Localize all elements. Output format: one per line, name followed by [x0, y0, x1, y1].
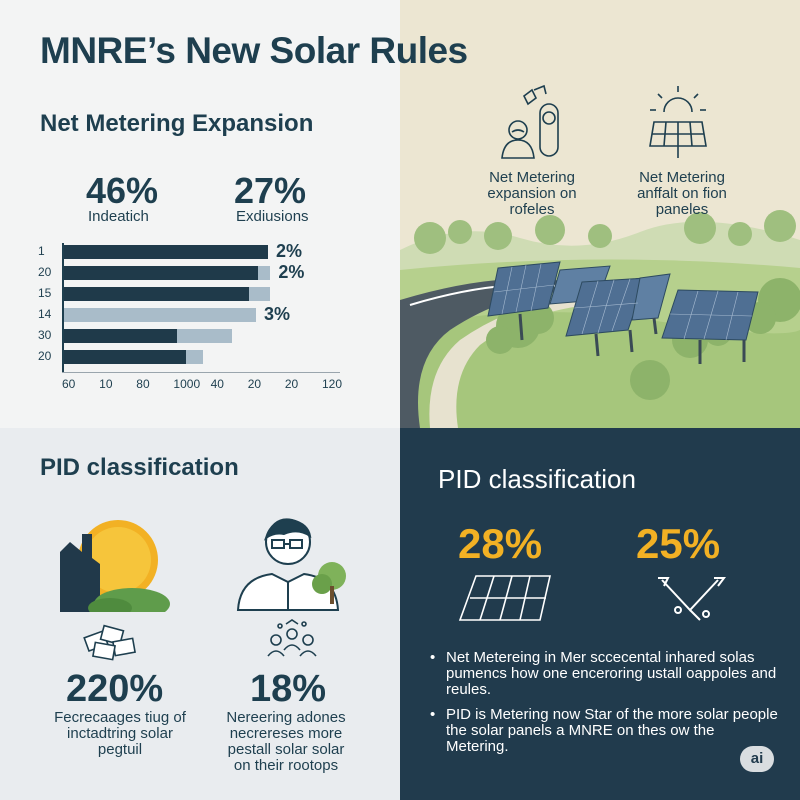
cross-tools-icon [658, 577, 726, 621]
bar-category-label: 20 [38, 349, 52, 363]
bar-value-label: 3% [264, 304, 291, 324]
pid-light-stat-right-caption: Nereering adones necrereses more pestall… [206, 710, 366, 774]
pid-classification-dark-panel: PID classification 28% 25% Net Metereing… [400, 428, 800, 800]
bar-category-label: 20 [38, 265, 52, 279]
x-tick-label: 40 [210, 377, 224, 391]
caption-line: Fecrecaages tiug of [54, 709, 186, 726]
bullet-item: PID is Metering now Star of the more sol… [428, 707, 778, 755]
bar-dark-segment [64, 266, 259, 280]
caption-line: necrereses more [229, 725, 343, 742]
bar-row: 1 2% [0, 241, 400, 261]
bar-row: 30 [0, 328, 400, 343]
x-tick-label: 60 [62, 377, 76, 391]
caption-left-line-3: rofeles [509, 201, 554, 218]
stat-left-label: Indeatich [88, 208, 149, 225]
caption-line: on their rootops [233, 757, 339, 774]
landscape-panel: Net Metering expansion on rofeles Net Me… [400, 0, 800, 428]
bar-dark-segment [64, 329, 177, 343]
pid-light-stat-right-value: 18% [250, 668, 327, 710]
bar-row: 14 3% [0, 304, 400, 324]
y-axis-line [62, 243, 64, 373]
caption-line: inctadtring solar [67, 725, 173, 742]
caption-right-line-1: Net Metering [639, 169, 725, 186]
x-tick-label: 10 [99, 377, 113, 391]
bar-row: 20 2% [0, 262, 400, 282]
bullet-item: Net Metereing in Mer sccecental inhared … [428, 650, 778, 698]
stat-right-label: Exdiusions [236, 208, 309, 225]
pid-dark-heading: PID classification [438, 464, 636, 494]
pid-light-heading: PID classification [40, 454, 239, 481]
caption-line: pegtuil [97, 741, 143, 758]
stat-left-value: 46% [86, 170, 159, 211]
x-tick-label: 120 [322, 377, 343, 391]
caption-right-line-3: paneles [656, 201, 709, 218]
bar-category-label: 30 [38, 328, 52, 342]
bar-category-label: 1 [38, 244, 45, 258]
net-metering-heading: Net Metering Expansion [40, 110, 314, 137]
bar-light-segment [64, 308, 256, 322]
caption-line: pestall solar solar [227, 741, 345, 758]
page-title: MNRE’s New Solar Rules [40, 30, 468, 71]
bar-dark-segment [64, 350, 187, 364]
x-tick-label: 20 [284, 377, 299, 391]
x-tick-label: 1000 [173, 377, 201, 391]
bar-value-label: 2% [278, 262, 305, 282]
caption-left-line-2: expansion on [487, 185, 576, 202]
people-icon [501, 84, 559, 159]
pid-light-stat-left-caption: Fecrecaages tiug of inctadtring solar pe… [40, 710, 200, 758]
pid-dark-bullet-list: Net Metereing in Mer sccecental inhared … [428, 650, 778, 764]
solar-panel-icon [458, 575, 552, 621]
bar-dark-segment [64, 245, 268, 259]
x-axis-line [62, 372, 340, 373]
x-tick-label: 80 [136, 377, 150, 391]
person-icon [236, 518, 346, 611]
solar-landscape-illustration: Net Metering expansion on rofeles Net Me… [400, 0, 800, 428]
x-tick-label: 20 [247, 377, 262, 391]
caption-right-line-2: anffalt on fion [637, 185, 727, 202]
solar-panel-array [487, 261, 759, 364]
sun-panel-icon [649, 86, 707, 158]
bar-category-label: 15 [38, 286, 52, 300]
pid-classification-light-panel: PID classification [0, 428, 400, 800]
pid-dark-stat-right: 25% [636, 520, 721, 567]
money-icon [83, 624, 136, 661]
caption-left-line-1: Net Metering [489, 169, 575, 186]
bar-dark-segment [64, 287, 249, 301]
community-icon [267, 619, 317, 657]
city-sun-icon [60, 520, 170, 612]
pid-light-stat-left-value: 220% [66, 668, 164, 710]
bar-row: 15 [0, 286, 400, 301]
pid-dark-stat-left: 28% [458, 520, 543, 567]
net-metering-bar-chart: 1 2% 20 2% 15 14 3% 30 20 60 10 80 1000 40 20 20 120 [0, 235, 400, 395]
bar-value-label: 2% [276, 241, 303, 261]
caption-line: Nereering adones [226, 709, 346, 726]
bar-row: 20 [0, 349, 400, 364]
bar-category-label: 14 [38, 307, 52, 321]
net-metering-panel: Net Metering Expansion 46% Indeatich 27%… [0, 0, 400, 428]
ai-badge: ai [740, 746, 774, 772]
stat-right-value: 27% [234, 170, 307, 211]
